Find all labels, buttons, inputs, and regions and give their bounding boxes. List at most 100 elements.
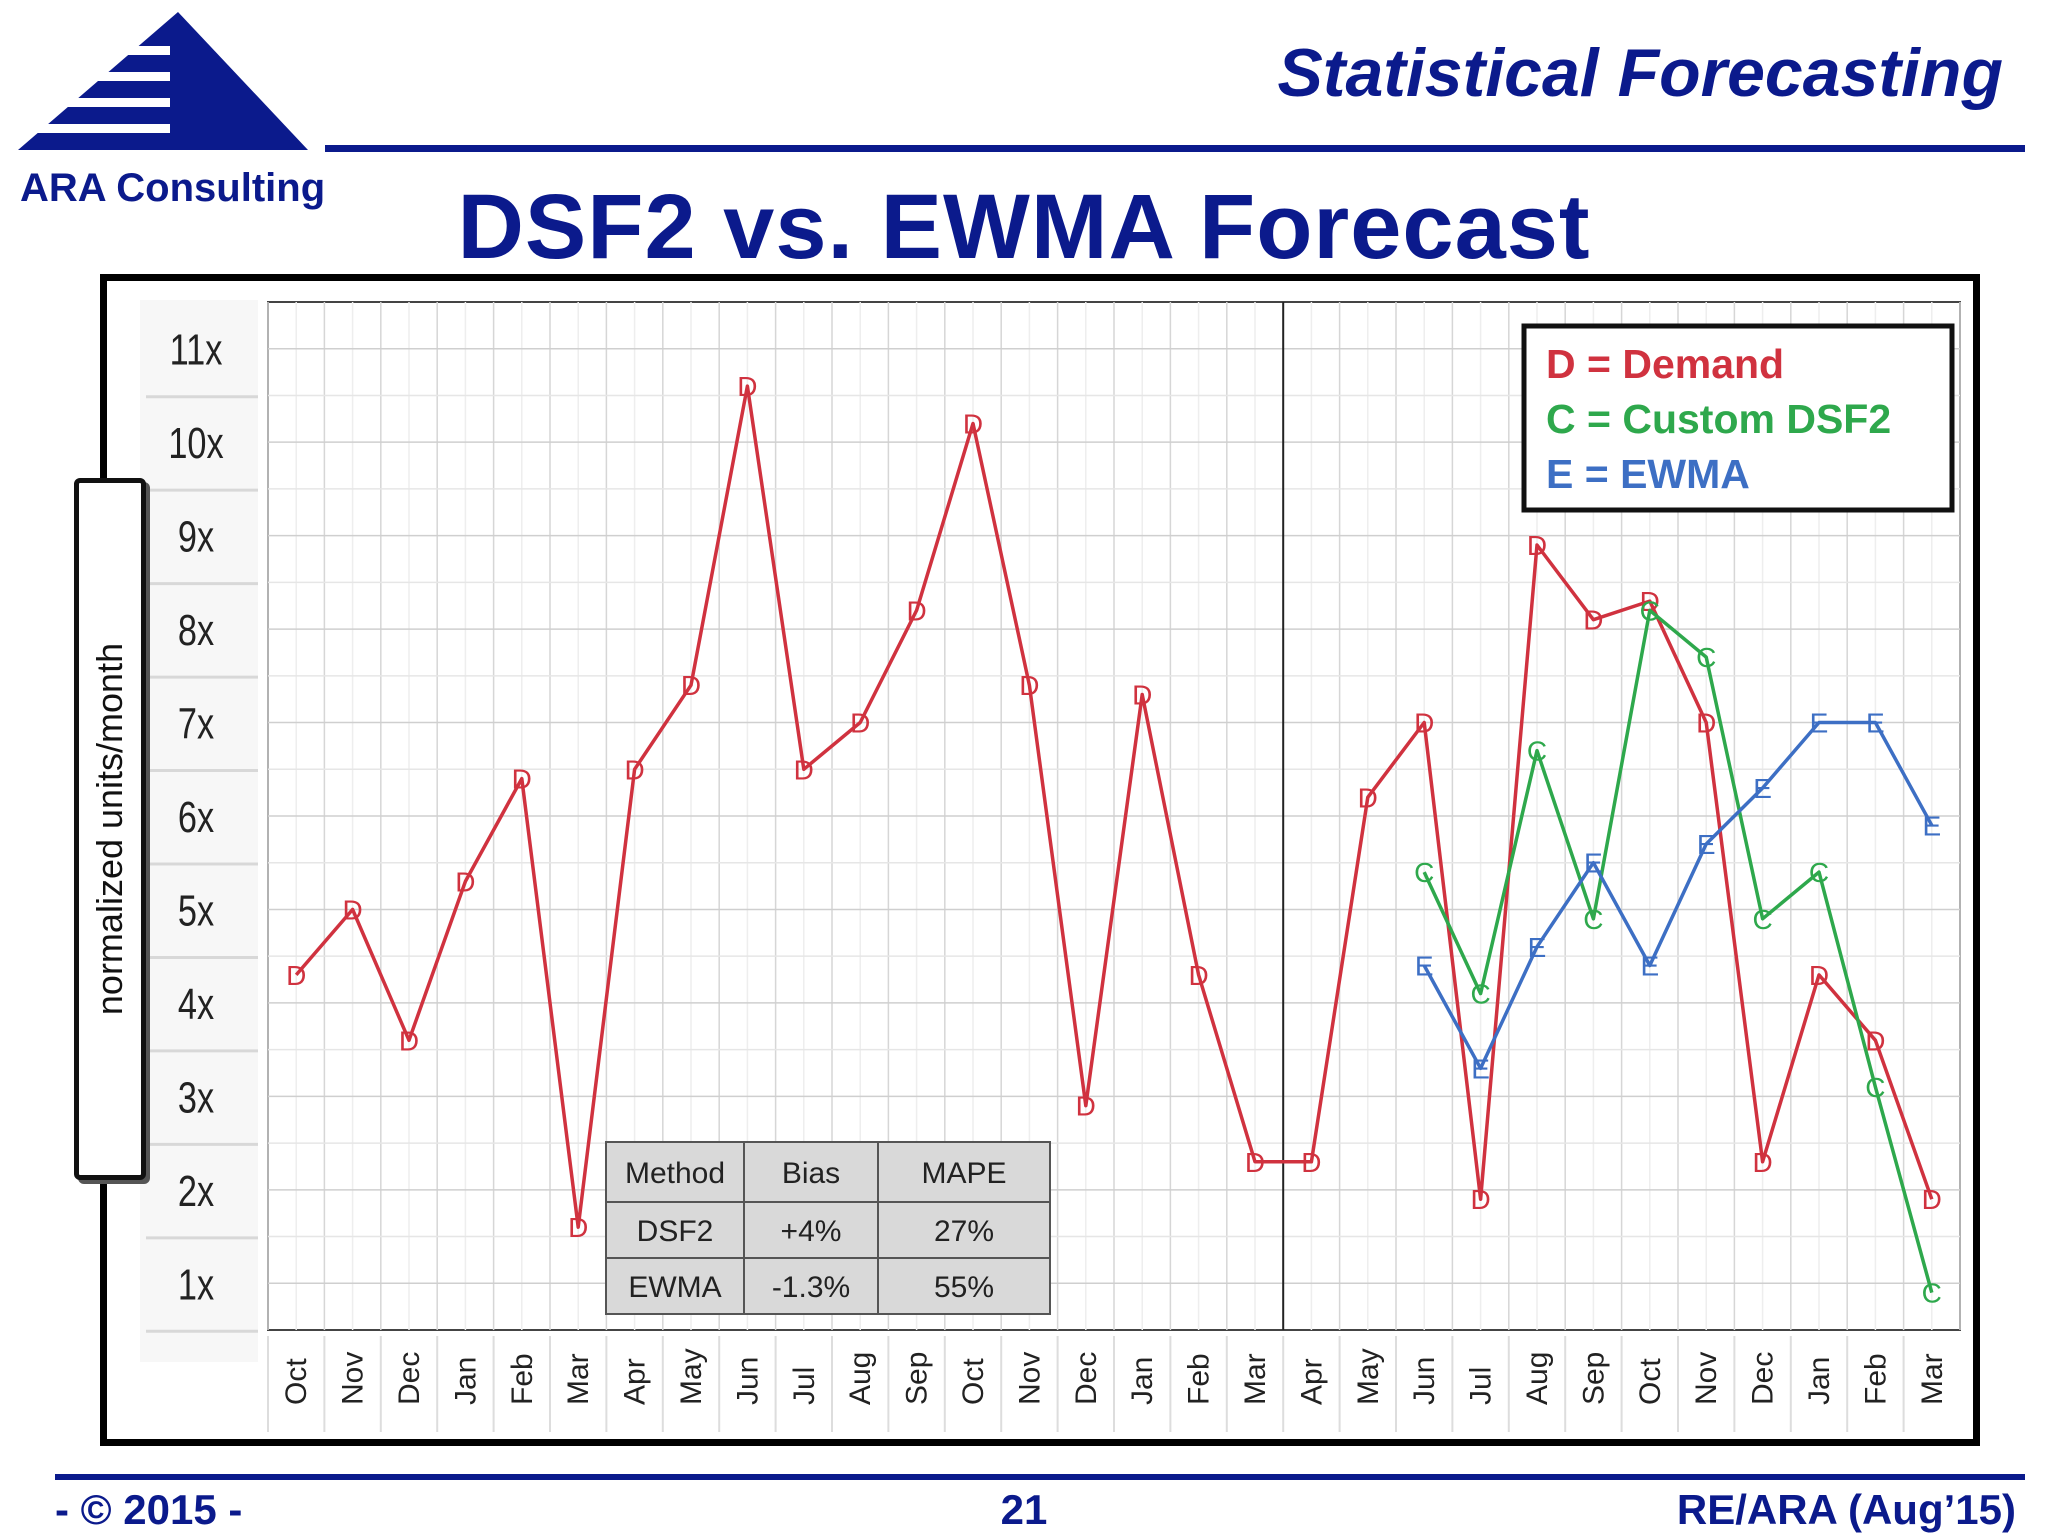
section-title: Statistical Forecasting bbox=[1277, 35, 2003, 111]
x-tick-label: Dec bbox=[393, 1352, 426, 1405]
x-tick-label: Sep bbox=[1577, 1352, 1610, 1405]
y-tick-label: 2x bbox=[178, 1167, 214, 1216]
y-axis-label: normalized units/month bbox=[89, 642, 130, 1016]
data-point-marker: D bbox=[963, 408, 983, 439]
footer-copyright: - © 2015 - bbox=[55, 1486, 243, 1533]
data-point-marker: D bbox=[850, 708, 870, 739]
data-point-marker: D bbox=[1358, 782, 1378, 813]
data-point-marker: D bbox=[794, 754, 814, 785]
x-tick-label: Feb bbox=[1859, 1353, 1892, 1405]
data-point-marker: C bbox=[1640, 595, 1660, 626]
data-point-marker: D bbox=[1132, 680, 1152, 711]
data-point-marker: D bbox=[737, 371, 757, 402]
data-point-marker: D bbox=[1752, 1147, 1772, 1178]
data-point-marker: D bbox=[1809, 960, 1829, 991]
data-point-marker: D bbox=[455, 866, 475, 897]
data-point-marker: C bbox=[1696, 642, 1716, 673]
data-point-marker: E bbox=[1922, 810, 1941, 841]
data-point-marker: D bbox=[1245, 1147, 1265, 1178]
series-line bbox=[1422, 608, 1934, 1294]
x-tick-label: Mar bbox=[1916, 1353, 1949, 1405]
x-tick-label: Mar bbox=[1239, 1353, 1272, 1405]
series-demand: D D D D D D D D D D D D D D D D D D D D D D D D D D D D D D bbox=[286, 371, 1942, 1243]
x-tick-label: Nov bbox=[1690, 1352, 1723, 1405]
stats-table-value: DSF2 bbox=[637, 1215, 714, 1248]
data-point-marker: D bbox=[1076, 1091, 1096, 1122]
data-point-marker: D bbox=[1527, 530, 1547, 561]
x-tick-label: Apr bbox=[1295, 1358, 1328, 1405]
x-tick-label: Dec bbox=[1747, 1352, 1780, 1405]
y-tick-label: 8x bbox=[178, 606, 214, 655]
footer-reference: RE/ARA (Aug’15) bbox=[1676, 1486, 2016, 1533]
data-point-marker: E bbox=[1753, 773, 1772, 804]
y-tick-label: 7x bbox=[178, 700, 214, 749]
data-point-marker: C bbox=[1414, 857, 1434, 888]
y-tick-label: 5x bbox=[178, 886, 214, 935]
data-point-marker: E bbox=[1810, 708, 1829, 739]
data-point-marker: D bbox=[1640, 586, 1660, 617]
data-point-marker: E bbox=[1415, 951, 1434, 982]
data-point-marker: D bbox=[286, 960, 306, 991]
data-point-marker: E bbox=[1697, 829, 1716, 860]
y-tick-column bbox=[140, 300, 258, 1362]
x-tick-label: Oct bbox=[1634, 1358, 1667, 1405]
y-tick-label: 4x bbox=[178, 980, 214, 1029]
data-point-marker: E bbox=[1640, 951, 1659, 982]
data-point-marker: D bbox=[399, 1025, 419, 1056]
x-tick-label: Oct bbox=[280, 1358, 313, 1405]
data-point-marker: D bbox=[512, 764, 532, 795]
data-point-marker: D bbox=[1188, 960, 1208, 991]
x-tick-label: May bbox=[1352, 1348, 1385, 1405]
x-tick-label: Feb bbox=[506, 1353, 539, 1405]
data-point-marker: D bbox=[1301, 1147, 1321, 1178]
x-tick-label: Nov bbox=[337, 1352, 370, 1405]
stats-table-value: EWMA bbox=[628, 1271, 721, 1304]
data-point-marker: C bbox=[1865, 1072, 1885, 1103]
x-tick-label: Aug bbox=[1521, 1352, 1554, 1405]
x-tick-label: Jan bbox=[449, 1357, 482, 1405]
data-point-marker: D bbox=[342, 894, 362, 925]
x-tick-label: Apr bbox=[619, 1358, 652, 1405]
legend: D = Demand C = Custom DSF2 E = EWMA bbox=[1521, 323, 1955, 513]
y-axis-label-box: normalized units/month bbox=[74, 478, 146, 1180]
x-tick-label: May bbox=[675, 1348, 708, 1405]
series-custom-dsf2: C C C C C C C C C C bbox=[1414, 595, 1942, 1308]
data-point-marker: C bbox=[1470, 979, 1490, 1010]
legend-box bbox=[1521, 323, 1955, 513]
data-point-marker: D bbox=[1583, 605, 1603, 636]
stats-table-header: Bias bbox=[782, 1157, 840, 1190]
data-point-marker: D bbox=[681, 670, 701, 701]
x-tick-label: Dec bbox=[1070, 1352, 1103, 1405]
x-tick-label: Feb bbox=[1183, 1353, 1216, 1405]
data-point-marker: D bbox=[568, 1212, 588, 1243]
legend-item-dsf2: C = Custom DSF2 bbox=[1546, 396, 1891, 442]
series-ewma: E E E E E E E E E E bbox=[1415, 708, 1941, 1085]
x-tick-label: Oct bbox=[957, 1358, 990, 1405]
data-point-marker: C bbox=[1922, 1278, 1942, 1309]
x-tick-label: Mar bbox=[562, 1353, 595, 1405]
company-logo bbox=[18, 12, 308, 150]
data-point-marker: C bbox=[1527, 736, 1547, 767]
series-line bbox=[1422, 720, 1934, 1071]
data-point-marker: D bbox=[1470, 1184, 1490, 1215]
data-point-marker: D bbox=[1696, 708, 1716, 739]
data-point-marker: C bbox=[1809, 857, 1829, 888]
stats-table-header: Method bbox=[625, 1157, 725, 1190]
stats-table-value: -1.3% bbox=[772, 1271, 850, 1304]
x-tick-label: Aug bbox=[844, 1352, 877, 1405]
series-line bbox=[294, 384, 1934, 1229]
y-tick-label: 6x bbox=[178, 793, 214, 842]
data-point-marker: E bbox=[1528, 932, 1547, 963]
legend-item-demand: D = Demand bbox=[1546, 341, 1784, 387]
data-point-marker: D bbox=[906, 595, 926, 626]
stats-table-value: 27% bbox=[934, 1215, 994, 1248]
footer-divider bbox=[55, 1474, 2025, 1480]
data-point-marker: D bbox=[1414, 708, 1434, 739]
data-point-marker: D bbox=[1865, 1025, 1885, 1056]
stats-table: Method Bias MAPE DSF2 +4% 27% EWMA -1.3% 55% bbox=[605, 1141, 1051, 1315]
legend-item-ewma: E = EWMA bbox=[1546, 451, 1750, 497]
page-number: 21 bbox=[1000, 1486, 1048, 1533]
x-tick-label: Jun bbox=[731, 1357, 764, 1405]
data-point-marker: D bbox=[624, 754, 644, 785]
